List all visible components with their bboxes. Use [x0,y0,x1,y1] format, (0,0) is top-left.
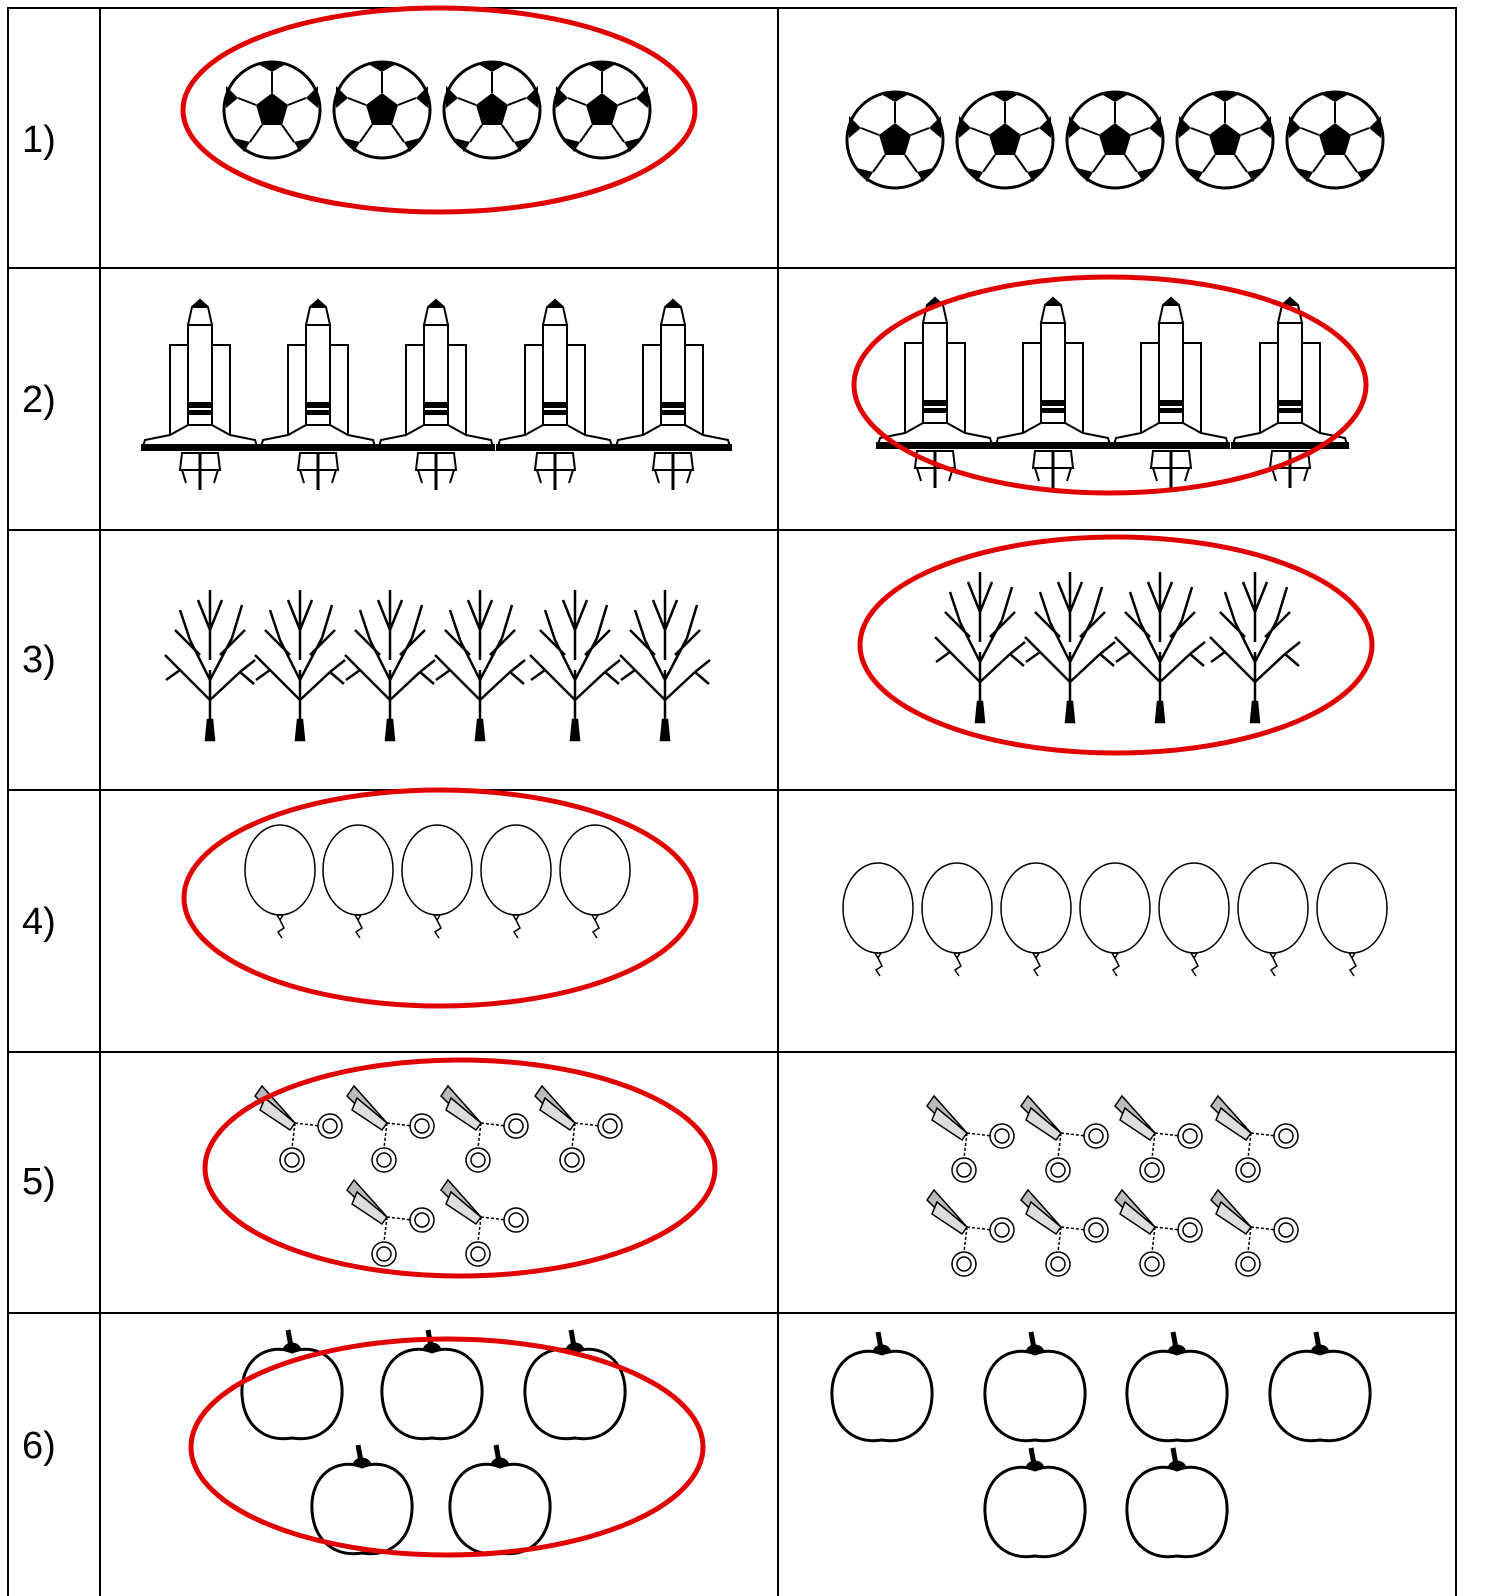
table-border [7,7,1457,1596]
answer-circle [181,787,699,1009]
answer-circle [188,1336,706,1558]
rockets [140,296,1350,492]
answer-circle [857,534,1375,756]
row-label: 1) [22,119,56,161]
row-label: 2) [22,379,56,421]
scissors [254,1085,1299,1277]
row-label: 6) [22,1425,56,1467]
soccer-balls [222,60,1385,190]
answer-circle [202,1057,718,1279]
apples [242,1330,1370,1557]
row-label: 3) [22,639,56,681]
row-label: 5) [22,1161,56,1203]
row-label: 4) [22,901,56,943]
answer-circle [180,5,698,215]
trees [163,570,1302,742]
answer-circle [851,274,1369,496]
balloons [244,824,1388,977]
